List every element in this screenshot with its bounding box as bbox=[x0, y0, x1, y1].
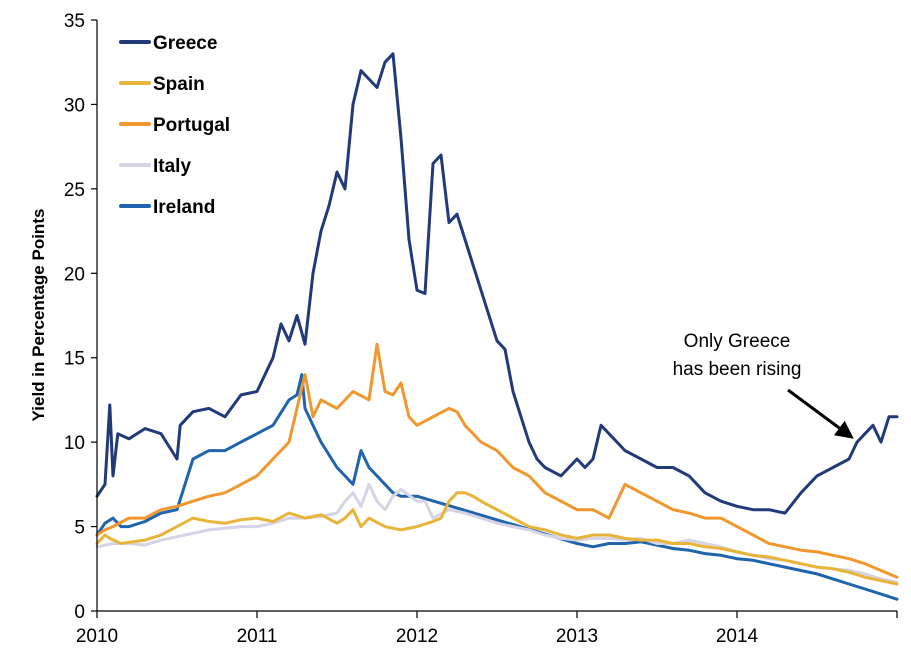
legend-label-italy: Italy bbox=[153, 156, 191, 177]
y-tick-label: 35 bbox=[64, 11, 85, 32]
annotation-arrow bbox=[787, 388, 841, 430]
x-tick-layer: 2010 2011 2012 2013 2014 bbox=[76, 611, 898, 647]
x-tick-label: 2011 bbox=[237, 626, 278, 647]
y-tick-label: 10 bbox=[64, 433, 85, 454]
legend-label-ireland: Ireland bbox=[153, 197, 215, 218]
series-line-ireland bbox=[95, 373, 899, 601]
x-tick-label: 2014 bbox=[716, 626, 759, 647]
legend-label-greece: Greece bbox=[153, 33, 217, 54]
legend-label-spain: Spain bbox=[153, 74, 205, 95]
x-tick-label: 2012 bbox=[396, 626, 438, 647]
y-tick-label: 20 bbox=[64, 264, 85, 285]
x-tick-label: 2013 bbox=[556, 626, 598, 647]
legend-label-portugal: Portugal bbox=[153, 115, 230, 136]
y-tick-label: 25 bbox=[64, 180, 85, 201]
x-tick-label: 2010 bbox=[76, 626, 118, 647]
series-line-portugal bbox=[95, 342, 899, 579]
y-tick-label: 30 bbox=[64, 95, 85, 116]
series-layer bbox=[95, 52, 899, 601]
y-tick-label: 15 bbox=[64, 349, 85, 370]
annotation: Only Greece has been rising bbox=[673, 331, 854, 439]
series-line-greece bbox=[95, 52, 899, 515]
series-line-spain bbox=[95, 491, 899, 586]
y-tick-label: 0 bbox=[74, 602, 85, 623]
annotation-line-2: has been rising bbox=[673, 359, 802, 380]
y-tick-label: 5 bbox=[74, 518, 85, 539]
annotation-line-1: Only Greece bbox=[684, 331, 791, 352]
y-axis-label: Yield in Percentage Points bbox=[29, 209, 48, 422]
legend: Greece Spain Portugal Italy Ireland bbox=[119, 33, 230, 218]
series-line-italy bbox=[95, 482, 899, 584]
annotation-arrowhead bbox=[834, 420, 854, 439]
y-tick-layer: 0 5 10 15 20 25 30 35 bbox=[64, 11, 97, 623]
